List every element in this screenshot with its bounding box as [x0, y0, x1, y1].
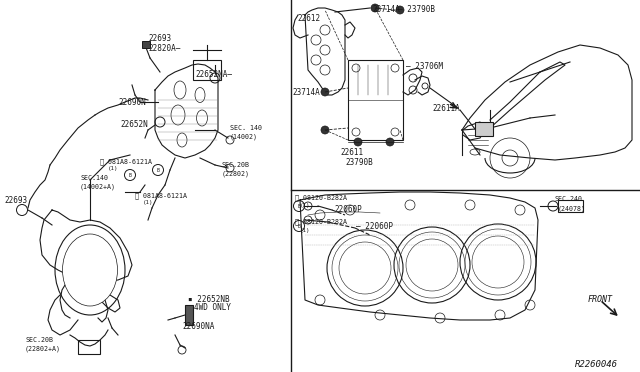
- Ellipse shape: [63, 234, 118, 306]
- Circle shape: [386, 138, 394, 146]
- Text: 22652NA―: 22652NA―: [195, 70, 232, 79]
- Text: 22060P: 22060P: [334, 205, 362, 214]
- Text: SEC. 140: SEC. 140: [230, 125, 262, 131]
- Text: SEC.140: SEC.140: [80, 175, 108, 181]
- Text: Ⓑ 08120-B282A: Ⓑ 08120-B282A: [295, 218, 347, 225]
- Bar: [348, 60, 403, 140]
- Text: 4WD ONLY: 4WD ONLY: [194, 303, 231, 312]
- Circle shape: [371, 4, 379, 12]
- Text: SEC.20B: SEC.20B: [222, 162, 250, 168]
- Text: (22802+A): (22802+A): [25, 345, 61, 352]
- Text: 22693: 22693: [4, 196, 27, 205]
- Text: (1): (1): [143, 200, 154, 205]
- Text: 22690N: 22690N: [118, 98, 146, 107]
- Bar: [475, 122, 493, 136]
- Text: 22652N: 22652N: [120, 120, 148, 129]
- Text: B: B: [298, 203, 300, 208]
- Text: 23714A: 23714A: [292, 88, 320, 97]
- Text: 22690NA: 22690NA: [182, 322, 214, 331]
- Text: ― 23706M: ― 23706M: [406, 62, 443, 71]
- Text: SEC.20B: SEC.20B: [25, 337, 53, 343]
- Circle shape: [396, 6, 404, 14]
- Text: 23790B: 23790B: [345, 158, 372, 167]
- Circle shape: [321, 88, 329, 96]
- Ellipse shape: [55, 225, 125, 315]
- Ellipse shape: [174, 81, 186, 99]
- Text: (1): (1): [108, 166, 118, 171]
- Bar: [558, 200, 583, 212]
- Text: FRONT: FRONT: [588, 295, 613, 304]
- Text: (1): (1): [300, 228, 310, 233]
- Bar: [142, 41, 150, 48]
- Text: B: B: [129, 173, 131, 177]
- Text: ▪ 22652NB: ▪ 22652NB: [188, 295, 230, 304]
- Circle shape: [321, 126, 329, 134]
- Text: ― 22060P: ― 22060P: [356, 222, 393, 231]
- Text: B: B: [298, 224, 300, 228]
- Text: (14002+A): (14002+A): [80, 183, 116, 189]
- Ellipse shape: [196, 110, 207, 126]
- Text: 22820A―: 22820A―: [148, 44, 180, 53]
- Text: 22611A: 22611A: [432, 104, 460, 113]
- Text: SEC.240: SEC.240: [555, 196, 583, 202]
- Bar: [78, 340, 100, 354]
- Bar: [185, 305, 193, 325]
- Ellipse shape: [177, 133, 187, 147]
- Text: Ⓑ 081A8-6121A: Ⓑ 081A8-6121A: [135, 192, 187, 199]
- Text: (14002): (14002): [230, 133, 258, 140]
- Text: R2260046: R2260046: [575, 360, 618, 369]
- Text: B: B: [157, 167, 159, 173]
- Bar: [193, 60, 221, 80]
- Text: 23714A: 23714A: [372, 5, 400, 14]
- Text: ― 23790B: ― 23790B: [398, 5, 435, 14]
- Text: (1): (1): [300, 203, 310, 208]
- Text: (22802): (22802): [222, 170, 250, 176]
- Text: Ⓑ 081A8-6121A: Ⓑ 081A8-6121A: [100, 158, 152, 164]
- Text: 22612: 22612: [297, 14, 320, 23]
- Ellipse shape: [470, 149, 480, 155]
- Ellipse shape: [171, 105, 185, 125]
- Ellipse shape: [195, 87, 205, 103]
- Text: 22693: 22693: [148, 34, 171, 43]
- Text: 22611: 22611: [340, 148, 363, 157]
- Circle shape: [354, 138, 362, 146]
- Text: (24078): (24078): [558, 205, 586, 212]
- Text: Ⓑ 08120-B282A: Ⓑ 08120-B282A: [295, 194, 347, 201]
